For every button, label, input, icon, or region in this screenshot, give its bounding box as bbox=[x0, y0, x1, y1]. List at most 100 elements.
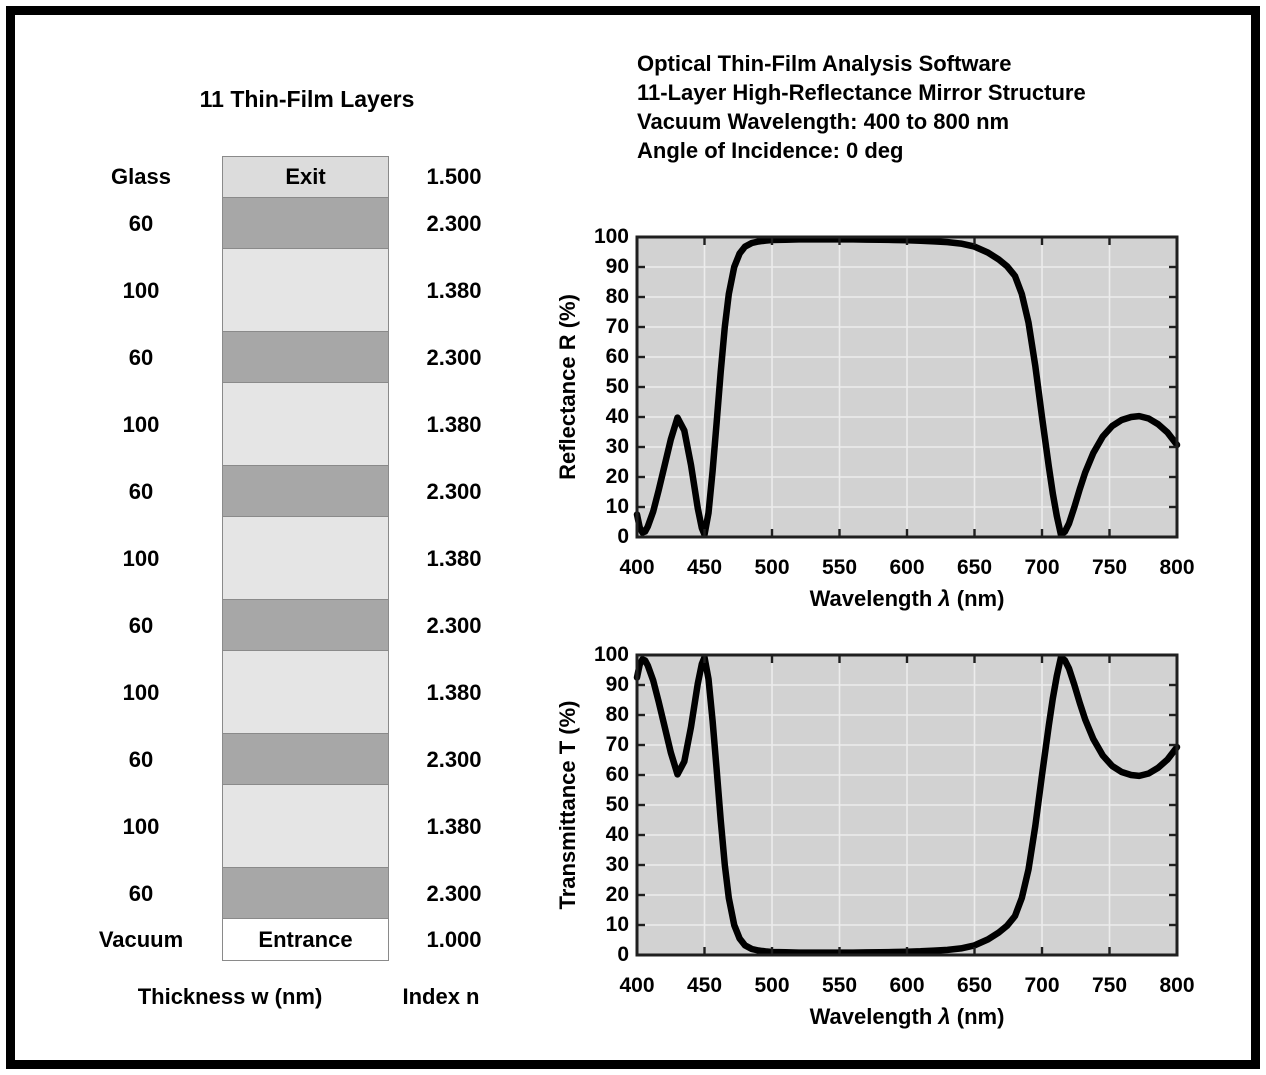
x-tick-label: 450 bbox=[686, 556, 723, 579]
layer-thickness-label: 60 bbox=[128, 478, 154, 504]
x-tick-label: 750 bbox=[1091, 974, 1128, 997]
x-tick-label: 800 bbox=[1159, 556, 1195, 579]
lambda-symbol: λ bbox=[938, 586, 951, 611]
x-tick-label: 650 bbox=[956, 556, 993, 579]
x-tick-label: 750 bbox=[1091, 556, 1128, 579]
y-tick-label: 100 bbox=[593, 225, 629, 248]
transmittance-curve bbox=[633, 654, 1181, 956]
x-tick-label: 450 bbox=[686, 974, 723, 997]
layer-index-value: 1.380 bbox=[426, 679, 482, 705]
x-tick-label: 800 bbox=[1159, 974, 1195, 997]
y-tick-label: 10 bbox=[605, 913, 629, 936]
layer-thickness-label: Vacuum bbox=[98, 927, 184, 952]
x-tick-label: 550 bbox=[821, 556, 858, 579]
x-tick-label: 700 bbox=[1024, 974, 1060, 997]
layer-index-value: 2.300 bbox=[426, 612, 482, 638]
layer-thickness-label: 60 bbox=[128, 880, 154, 906]
y-tick-label: 20 bbox=[605, 883, 629, 906]
layer-index-value: 1.380 bbox=[426, 545, 482, 571]
layer-box-high bbox=[222, 198, 389, 249]
layer-row-6: 100 1.380 bbox=[60, 517, 519, 600]
x-tick-label: 700 bbox=[1024, 556, 1060, 579]
layer-thickness-label: 100 bbox=[122, 679, 160, 705]
x-tick-label: 500 bbox=[754, 556, 790, 579]
layer-row-8: 100 1.380 bbox=[60, 651, 519, 734]
layer-index-value: 1.380 bbox=[426, 277, 482, 303]
layer-box-low bbox=[222, 651, 389, 734]
layer-box-high bbox=[222, 332, 389, 383]
x-tick-label: 650 bbox=[956, 974, 993, 997]
layer-box-high bbox=[222, 868, 389, 919]
layer-row-9: 60 2.300 bbox=[60, 734, 519, 785]
layer-thickness-label: 100 bbox=[122, 813, 160, 839]
y-tick-label: 40 bbox=[605, 405, 629, 428]
y-tick-label: 60 bbox=[605, 345, 629, 368]
layer-thickness-label: 60 bbox=[128, 612, 154, 638]
layer-box-high bbox=[222, 466, 389, 517]
layer-thickness-label: 100 bbox=[122, 411, 160, 437]
layer-index-value: 1.380 bbox=[426, 411, 482, 437]
x-axis-label: Wavelength λ (nm) bbox=[637, 586, 1177, 612]
layer-box-exit: Exit bbox=[222, 156, 389, 198]
transmittance-chart: 0 10 20 30 40 50 60 70 80 90 100 400 450 500 550 600 650… bbox=[555, 643, 1195, 1029]
layer-box-low bbox=[222, 785, 389, 868]
layer-row-12: Vacuum Entrance 1.000 bbox=[60, 919, 519, 961]
layer-row-1: 60 2.300 bbox=[60, 198, 519, 249]
x-axis-label-unit: (nm) bbox=[950, 1004, 1005, 1029]
reflectance-curve bbox=[633, 236, 1181, 538]
thickness-axis-label: Thickness w (nm) bbox=[137, 984, 323, 1009]
layer-index-value: 2.300 bbox=[426, 210, 482, 236]
layer-index-value: 2.300 bbox=[426, 344, 482, 370]
y-tick-label: 30 bbox=[605, 435, 629, 458]
transmittance-plot bbox=[633, 653, 1181, 957]
y-tick-label: 50 bbox=[605, 793, 629, 816]
layer-row-0: Glass Exit 1.500 bbox=[60, 156, 519, 198]
layer-index-value: 2.300 bbox=[426, 478, 482, 504]
header-line-structure: 11-Layer High-Reflectance Mirror Structu… bbox=[637, 80, 1086, 105]
x-tick-label: 600 bbox=[889, 974, 925, 997]
layer-thickness-label: 60 bbox=[128, 344, 154, 370]
layer-box-low bbox=[222, 249, 389, 332]
reflectance-plot bbox=[633, 235, 1181, 539]
layer-box-entrance: Entrance bbox=[222, 919, 389, 961]
x-tick-label: 600 bbox=[889, 556, 925, 579]
layer-box-high bbox=[222, 734, 389, 785]
layer-row-7: 60 2.300 bbox=[60, 600, 519, 651]
layer-thickness-label: 60 bbox=[128, 746, 154, 772]
x-axis-label-text: Wavelength bbox=[809, 586, 939, 611]
header-line-software: Optical Thin-Film Analysis Software bbox=[637, 51, 1012, 76]
header-line-wavelength: Vacuum Wavelength: 400 to 800 nm bbox=[637, 109, 1010, 134]
y-tick-label: 10 bbox=[605, 495, 629, 518]
header-line-angle: Angle of Incidence: 0 deg bbox=[637, 138, 904, 163]
layer-thickness-label: Glass bbox=[111, 164, 171, 189]
layer-box-low bbox=[222, 383, 389, 466]
layer-thickness-label: 100 bbox=[122, 545, 160, 571]
layer-row-11: 60 2.300 bbox=[60, 868, 519, 919]
y-tick-label: 70 bbox=[605, 733, 629, 756]
y-tick-label: 50 bbox=[605, 375, 629, 398]
y-tick-label: 80 bbox=[605, 703, 629, 726]
x-tick-label: 500 bbox=[754, 974, 790, 997]
x-axis-label-text: Wavelength bbox=[809, 1004, 939, 1029]
stack-panel-title: 11 Thin-Film Layers bbox=[199, 86, 415, 112]
layer-index-value: 1.500 bbox=[426, 164, 482, 189]
x-tick-label: 400 bbox=[619, 556, 655, 579]
outer-frame bbox=[6, 6, 1260, 1069]
layer-index-value: 2.300 bbox=[426, 746, 482, 772]
y-tick-label: 90 bbox=[605, 673, 629, 696]
y-tick-label: 0 bbox=[617, 525, 629, 548]
y-tick-label: 80 bbox=[605, 285, 629, 308]
layer-row-3: 60 2.300 bbox=[60, 332, 519, 383]
layer-thickness-label: 60 bbox=[128, 210, 154, 236]
x-tick-label: 550 bbox=[821, 974, 858, 997]
y-tick-label: 0 bbox=[617, 943, 629, 966]
layer-index-value: 2.300 bbox=[426, 880, 482, 906]
x-axis-label-unit: (nm) bbox=[950, 586, 1005, 611]
y-tick-label: 40 bbox=[605, 823, 629, 846]
layer-thickness-label: 100 bbox=[122, 277, 160, 303]
y-tick-label: 60 bbox=[605, 763, 629, 786]
x-tick-label: 400 bbox=[619, 974, 655, 997]
y-tick-label: 20 bbox=[605, 465, 629, 488]
y-tick-label: 100 bbox=[593, 643, 629, 666]
layer-stack: Glass Exit 1.500 60 2.300 100 1.380 60 2.300 100 1… bbox=[60, 156, 519, 961]
